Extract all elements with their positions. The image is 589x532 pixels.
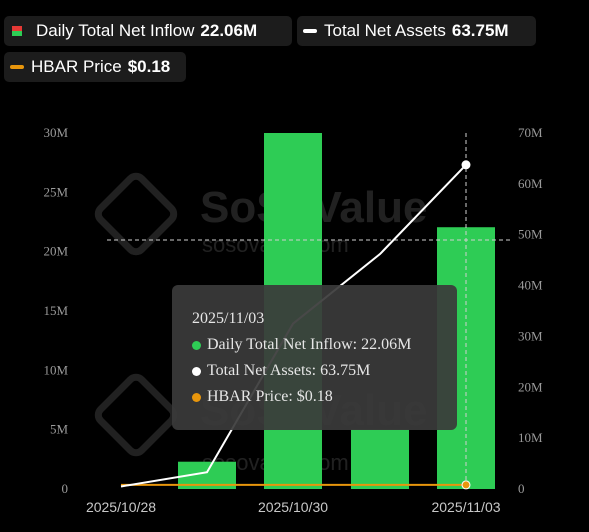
tooltip-row-inflow: Daily Total Net Inflow: 22.06M	[192, 336, 411, 354]
y-right-tick-label: 30M	[518, 328, 543, 343]
y-left-tick-label: 25M	[43, 184, 68, 199]
y-right-tick-label: 40M	[518, 278, 543, 293]
y-left-tick-label: 10M	[43, 362, 68, 377]
watermark-logo-icon	[94, 172, 178, 256]
line-legend-icon-white	[303, 29, 317, 33]
y-right-tick-label: 20M	[518, 379, 543, 394]
tooltip-row-price: HBAR Price: $0.18	[192, 388, 333, 406]
y-left-tick-label: 20M	[43, 244, 68, 259]
price-marker	[461, 480, 471, 490]
tooltip-price-dot-icon	[192, 392, 201, 402]
watermark-logo-icon	[94, 373, 178, 457]
legend-assets-label: Total Net Assets	[324, 21, 446, 40]
line-legend-icon-orange	[10, 65, 24, 69]
legend-assets[interactable]: Total Net Assets 63.75M	[297, 16, 536, 46]
y-left-tick-label: 15M	[43, 303, 68, 318]
legend-inflow-label: Daily Total Net Inflow	[36, 21, 195, 40]
x-axis: 2025/10/28 2025/10/30 2025/11/03	[86, 499, 501, 515]
y-right-tick-label: 50M	[518, 227, 543, 242]
bar-legend-icon	[12, 26, 22, 36]
y-left-tick-label: 5M	[50, 422, 69, 437]
y-right-tick-label: 0	[518, 481, 525, 496]
y-axis-left: 0 5M 10M 15M 20M 25M 30M	[43, 125, 68, 496]
y-right-tick-label: 60M	[518, 176, 543, 191]
y-left-tick-label: 0	[62, 481, 69, 496]
chart-tooltip: 2025/11/03 Daily Total Net Inflow: 22.06…	[172, 285, 457, 430]
y-left-tick-label: 30M	[43, 125, 68, 140]
legend-price-label: HBAR Price	[31, 57, 122, 76]
tooltip-assets-text: Total Net Assets: 63.75M	[207, 362, 371, 379]
tooltip-date: 2025/11/03	[192, 310, 265, 327]
tooltip-inflow-text: Daily Total Net Inflow: 22.06M	[207, 336, 412, 353]
watermark-top: SoSoValue sosovalue.com	[94, 172, 427, 257]
inflow-bar	[351, 429, 409, 489]
tooltip-inflow-dot-icon	[192, 340, 201, 350]
y-right-tick-label: 10M	[518, 430, 543, 445]
y-axis-right: 0 10M 20M 30M 40M 50M 60M 70M	[518, 125, 543, 496]
tooltip-assets-dot-icon	[192, 366, 201, 376]
x-tick-label: 2025/10/30	[258, 499, 328, 515]
x-tick-label: 2025/11/03	[431, 499, 500, 515]
x-tick-label: 2025/10/28	[86, 499, 156, 515]
legend-inflow-value: 22.06M	[200, 21, 258, 40]
tooltip-price-text: HBAR Price: $0.18	[207, 388, 333, 405]
y-right-tick-label: 70M	[518, 125, 543, 140]
legend-price-value: $0.18	[127, 57, 171, 76]
legend-inflow[interactable]: Daily Total Net Inflow 22.06M	[4, 16, 292, 46]
assets-marker	[461, 160, 471, 170]
tooltip-row-assets: Total Net Assets: 63.75M	[192, 362, 370, 380]
legend-assets-value: 63.75M	[451, 21, 509, 40]
legend-price[interactable]: HBAR Price $0.18	[4, 52, 186, 82]
